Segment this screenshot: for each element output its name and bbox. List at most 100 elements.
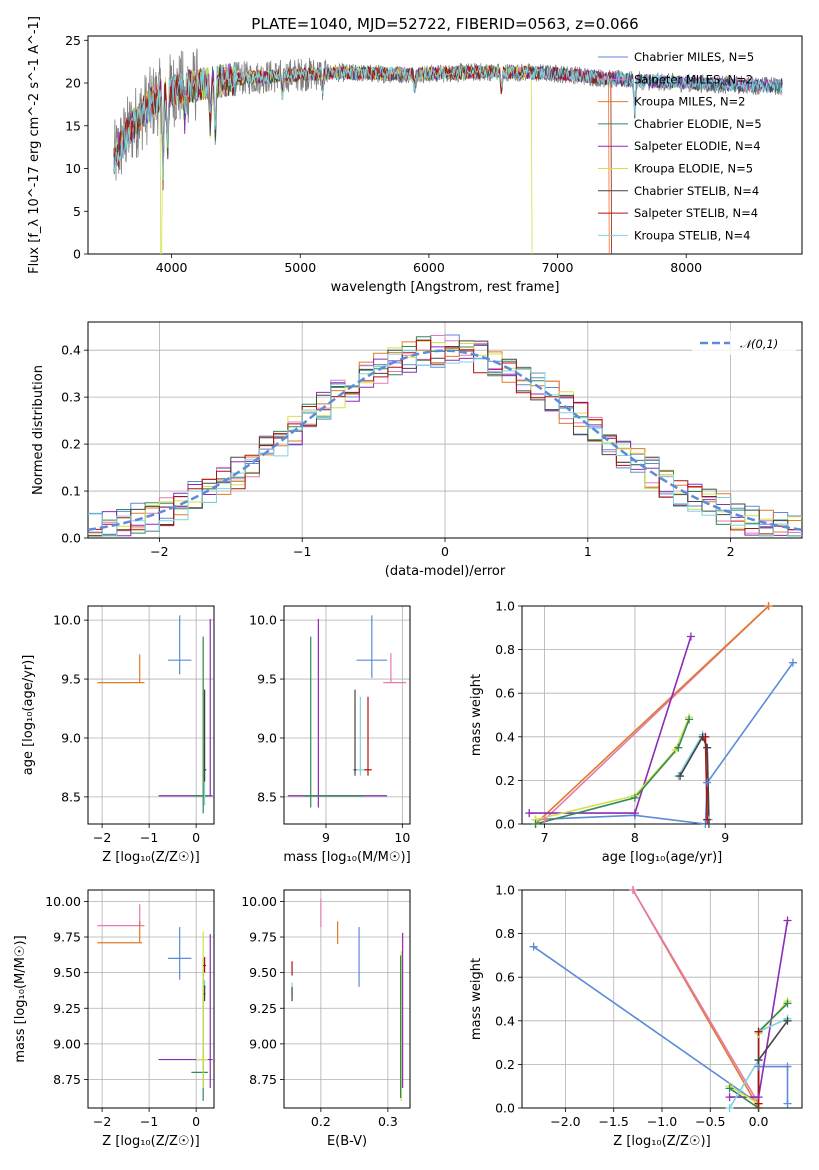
- weight-line-salpeter-elodie: [529, 636, 692, 814]
- weight-line-salpeter-stelib: [704, 736, 708, 820]
- weight-marker-salpeter-elodie: [783, 916, 792, 925]
- x-tick-label: 9: [721, 830, 729, 845]
- legend-label-kroupa-elodie: Kroupa ELODIE, N=5: [634, 162, 753, 176]
- y-tick-label: 1.0: [495, 883, 515, 898]
- y-axis-label: Normed distribution: [31, 365, 46, 495]
- x-axis-label: mass [log₁₀(M/M☉)]: [283, 850, 410, 865]
- legend-label-chabrier-stelib: Chabrier STELIB, N=4: [634, 184, 759, 198]
- weight-line-chabrier-miles: [535, 662, 794, 824]
- y-tick-label: 0.4: [495, 729, 515, 744]
- weight-marker-chabrier-stelib: [703, 743, 712, 752]
- x-axis-label: Z [log₁₀(Z/Z☉)]: [102, 850, 199, 865]
- y-tick-label: 0.2: [495, 773, 515, 788]
- y-tick-label: 0.0: [61, 531, 81, 546]
- x-axis-label: E(B-V): [327, 1134, 367, 1149]
- x-tick-label: 0: [441, 544, 449, 559]
- weight-marker-chabrier-miles: [529, 942, 538, 951]
- y-tick-label: 9.00: [53, 1036, 81, 1051]
- legend-label-salpeter-miles: Salpeter MILES, N=2: [634, 72, 753, 86]
- x-tick-label: 0: [192, 1114, 200, 1129]
- legend-label-kroupa-stelib: Kroupa STELIB, N=4: [634, 228, 751, 242]
- y-tick-label: 0.1: [61, 484, 81, 499]
- legend-label-kroupa-miles: Kroupa MILES, N=2: [634, 95, 746, 109]
- y-tick-label: 9.0: [61, 730, 81, 745]
- legend-label-salpeter-stelib: Salpeter STELIB, N=4: [634, 206, 758, 220]
- weight-marker-chabrier-elodie: [783, 999, 792, 1008]
- y-tick-label: 0.8: [495, 926, 515, 941]
- y-tick-label: 8.75: [249, 1072, 277, 1087]
- y-tick-label: 9.5: [257, 672, 277, 687]
- y-tick-label: 8.75: [53, 1072, 81, 1087]
- model-spectrum-kroupa-stelib: [113, 62, 783, 181]
- weight-marker-chabrier-stelib: [676, 772, 685, 781]
- weight-line-chabrier-miles: [533, 946, 789, 1106]
- x-tick-label: −2: [93, 830, 111, 845]
- weight-marker-salpeter-elodie: [725, 1093, 734, 1102]
- y-tick-label: 0.2: [495, 1057, 515, 1072]
- y-tick-label: 9.00: [249, 1036, 277, 1051]
- y-tick-label: 10.0: [249, 613, 277, 628]
- x-tick-label: 9: [322, 830, 330, 845]
- y-tick-label: 10.0: [53, 613, 81, 628]
- axes-frame: [87, 321, 803, 539]
- x-tick-label: 6000: [413, 260, 445, 275]
- x-axis-label: age [log₁₀(age/yr)]: [602, 850, 723, 865]
- x-tick-label: −2.0: [550, 1114, 580, 1129]
- weight-marker-salpeter-stelib: [703, 815, 712, 824]
- x-tick-label: 1: [584, 544, 592, 559]
- x-tick-label: −1.0: [647, 1114, 677, 1129]
- legend-box: [692, 331, 796, 355]
- weight-marker-chabrier-miles: [783, 1062, 792, 1071]
- weight-marker-chabrier-elodie: [531, 820, 540, 828]
- legend-label-normal: 𝒩(0,1): [740, 337, 778, 351]
- weight-marker-kroupa-miles: [764, 602, 773, 610]
- y-tick-label: 9.25: [249, 1001, 277, 1016]
- axes-frame: [283, 889, 411, 1109]
- y-tick-label: 0.8: [495, 642, 515, 657]
- y-tick-label: 25: [65, 33, 81, 48]
- y-axis-label: mass [log₁₀(M/M☉)]: [13, 935, 28, 1062]
- panel-age_vs_mass: 9 10 8.5 9.0 9.5 10.0 mass [log₁₀(M/M☉)]: [249, 605, 411, 865]
- x-tick-label: 0: [192, 830, 200, 845]
- y-tick-label: 9.75: [53, 930, 81, 945]
- legend-label-chabrier-elodie: Chabrier ELODIE, N=5: [634, 117, 762, 131]
- y-tick-label: 0.3: [61, 390, 81, 405]
- panel-residuals: −2 −1 0 1 2 0.0 0.1 0.2 0.3 0.4 (data-model)/error…: [31, 321, 803, 579]
- x-tick-label: −2: [93, 1114, 111, 1129]
- panel-mass_vs_EBV: 0.2 0.3 8.75 9.00 9.25 9.50 9.75 10.00 E(B-V): [241, 889, 411, 1149]
- weight-marker-salpeter-stelib: [754, 1027, 763, 1036]
- histogram-salpeter-stelib: [88, 339, 802, 535]
- y-axis-label: mass weight: [469, 674, 484, 756]
- weight-marker-salpeter-elodie: [525, 809, 534, 818]
- weight-line-kroupa-miles: [534, 606, 770, 824]
- y-tick-label: 1.0: [495, 599, 515, 614]
- weight-marker-salpeter-miles: [629, 886, 638, 894]
- x-tick-label: −1: [140, 830, 158, 845]
- y-tick-label: 10.00: [241, 894, 277, 909]
- plot-area: [113, 48, 783, 254]
- x-tick-label: 8: [631, 830, 639, 845]
- weight-marker-salpeter-stelib: [754, 1099, 763, 1108]
- y-tick-label: 9.25: [53, 1001, 81, 1016]
- weight-marker-chabrier-miles: [703, 778, 712, 787]
- weight-marker-chabrier-elodie: [725, 1084, 734, 1093]
- y-tick-label: 9.50: [53, 965, 81, 980]
- y-tick-label: 0.0: [495, 1101, 515, 1116]
- x-tick-label: 10: [394, 830, 410, 845]
- weight-marker-chabrier-elodie: [674, 743, 683, 752]
- weight-marker-chabrier-elodie: [630, 793, 639, 802]
- x-tick-label: −2: [150, 544, 168, 559]
- x-axis-label: (data-model)/error: [385, 564, 506, 579]
- figure-title: PLATE=1040, MJD=52722, FIBERID=0563, z=0…: [251, 15, 638, 33]
- normal-distribution-curve: [88, 349, 802, 532]
- weight-marker-kroupa-stelib: [725, 1104, 734, 1112]
- x-tick-label: 2: [727, 544, 735, 559]
- axes-frame: [283, 605, 411, 825]
- x-tick-label: 7: [541, 830, 549, 845]
- x-tick-label: 4000: [156, 260, 188, 275]
- y-axis-label: mass weight: [469, 958, 484, 1040]
- weight-marker-salpeter-miles: [540, 815, 549, 824]
- weight-marker-chabrier-stelib: [783, 1016, 792, 1025]
- weight-line-kroupa-elodie: [535, 716, 690, 821]
